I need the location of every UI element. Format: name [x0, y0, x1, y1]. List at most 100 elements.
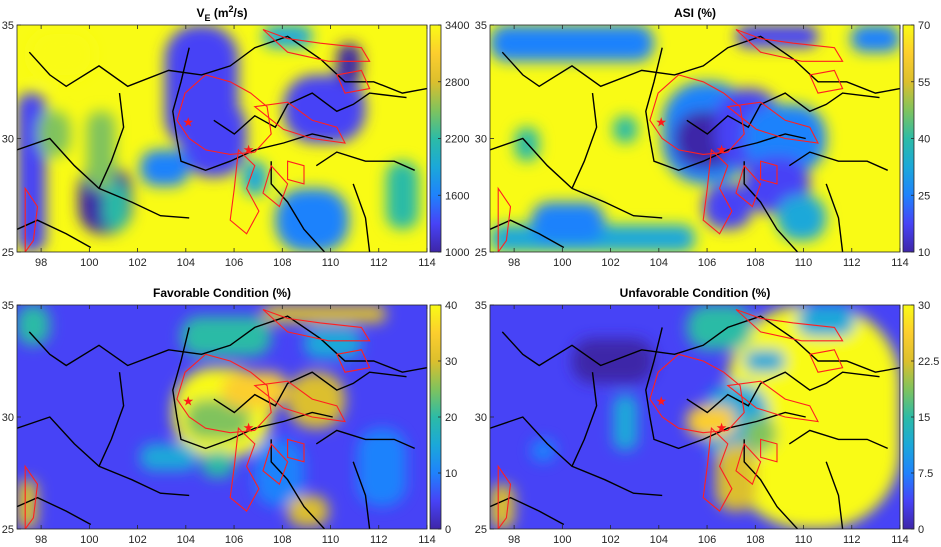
province-boundary [825, 183, 844, 252]
province-boundary [743, 161, 799, 252]
colorbar-tick-label: 55 [918, 77, 930, 89]
colorbar-tick-label: 1000 [445, 247, 469, 259]
contour-line [253, 380, 346, 423]
x-tick-label: 98 [508, 534, 520, 546]
contour-line [229, 427, 260, 512]
contour-line [760, 160, 778, 185]
province-boundary [501, 35, 900, 94]
contour-line [809, 69, 844, 94]
colorbar-tick-label: 0 [918, 524, 924, 536]
city-star-marker: ★ [716, 421, 728, 436]
x-tick-label: 112 [370, 257, 388, 269]
panel-title: Unfavorable Condition (%) [620, 286, 771, 300]
field-patch [686, 305, 753, 350]
field-patch [703, 183, 753, 230]
field-patch [715, 443, 757, 512]
x-tick-label: 108 [273, 534, 291, 546]
province-boundary [213, 371, 407, 414]
panel-2: ★ ★ 98 100 102 104 106 108 110 112 114 25 30 35 ASI (%… [475, 6, 931, 269]
contour-line [735, 28, 844, 62]
x-tick-label: 100 [553, 534, 571, 546]
panel-1: ★ ★ 98 100 102 104 106 108 110 112 114 25 30 35 VE (m2… [2, 4, 470, 269]
province-boundary [825, 461, 844, 529]
field-patch [736, 25, 818, 48]
province-boundary [315, 429, 415, 450]
province-boundary [352, 461, 371, 529]
province-boundary [172, 327, 333, 450]
province-boundary [743, 439, 799, 529]
city-star-marker: ★ [655, 394, 667, 409]
province-boundary [686, 371, 880, 414]
field-patch [37, 111, 71, 157]
x-tick-label: 104 [650, 534, 668, 546]
province-boundary [98, 372, 125, 467]
field-patch [185, 399, 251, 440]
province-boundary [270, 161, 326, 252]
colorbar-tick-label: 70 [918, 20, 930, 32]
contour-line [702, 427, 733, 512]
x-tick-label: 114 [891, 257, 909, 269]
x-tick-label: 102 [601, 534, 619, 546]
panel-3: ★★98 100 102 104 106 108 110 112 114253035Favora… [2, 286, 458, 546]
x-tick-label: 102 [601, 257, 619, 269]
x-tick-label: 104 [177, 534, 195, 546]
colorbar-tick-label: 30 [918, 300, 930, 312]
city-star-marker: ★ [182, 394, 194, 409]
x-tick-label: 98 [508, 257, 520, 269]
field-2 [490, 25, 900, 252]
field-patch [29, 29, 95, 80]
field-patch [531, 439, 556, 462]
contour-line [229, 148, 260, 235]
x-tick-label: 106 [225, 534, 243, 546]
x-tick-label: 108 [273, 257, 291, 269]
contour-line [336, 69, 371, 94]
field-patch [201, 450, 235, 478]
province-boundary [571, 372, 598, 467]
city-star-marker: ★ [182, 116, 194, 131]
field-patch [181, 97, 247, 178]
colorbar-tick-label: 22.5 [918, 356, 939, 368]
field-patch [242, 161, 268, 196]
x-tick-label: 100 [553, 257, 571, 269]
colorbar-tick-label: 40 [918, 134, 930, 146]
x-tick-label: 110 [795, 534, 813, 546]
panel-title: VE (m2/s) [196, 4, 247, 23]
x-tick-label: 106 [698, 257, 716, 269]
contour-line [262, 308, 371, 342]
field-patch [850, 25, 900, 53]
y-tick-label: 35 [2, 300, 14, 312]
province-boundary [17, 219, 92, 249]
contour-line [262, 28, 371, 62]
field-patch [86, 111, 116, 191]
city-star-marker: ★ [716, 143, 728, 158]
province-boundary [686, 92, 880, 135]
contour-line [336, 349, 371, 373]
y-tick-label: 35 [475, 300, 487, 312]
colorbar-tick-label: 15 [918, 412, 930, 424]
y-tick-label: 35 [2, 20, 14, 32]
x-tick-label: 114 [418, 257, 436, 269]
contour-line [726, 380, 819, 423]
field-patch [181, 316, 272, 357]
colorbar-tick-label: 10 [918, 247, 930, 259]
province-boundary [28, 315, 427, 373]
colorbar-tick-label: 1600 [445, 190, 469, 202]
y-tick-label: 25 [475, 247, 487, 259]
colorbar-tick-label: 20 [445, 412, 457, 424]
contour-line [497, 464, 512, 529]
field-patch [613, 394, 638, 451]
province-boundary [645, 47, 806, 172]
y-tick-label: 35 [475, 20, 487, 32]
y-tick-label: 30 [475, 134, 487, 146]
x-tick-label: 114 [418, 534, 436, 546]
field-patch [140, 443, 198, 471]
x-tick-label: 104 [177, 257, 195, 269]
contour-line [735, 442, 762, 486]
contour-line [760, 438, 778, 463]
province-boundary [571, 93, 598, 189]
colorbar-tick-label: 10 [445, 468, 457, 480]
field-patch [275, 188, 350, 252]
contour-line [497, 186, 512, 252]
x-tick-label: 106 [225, 257, 243, 269]
